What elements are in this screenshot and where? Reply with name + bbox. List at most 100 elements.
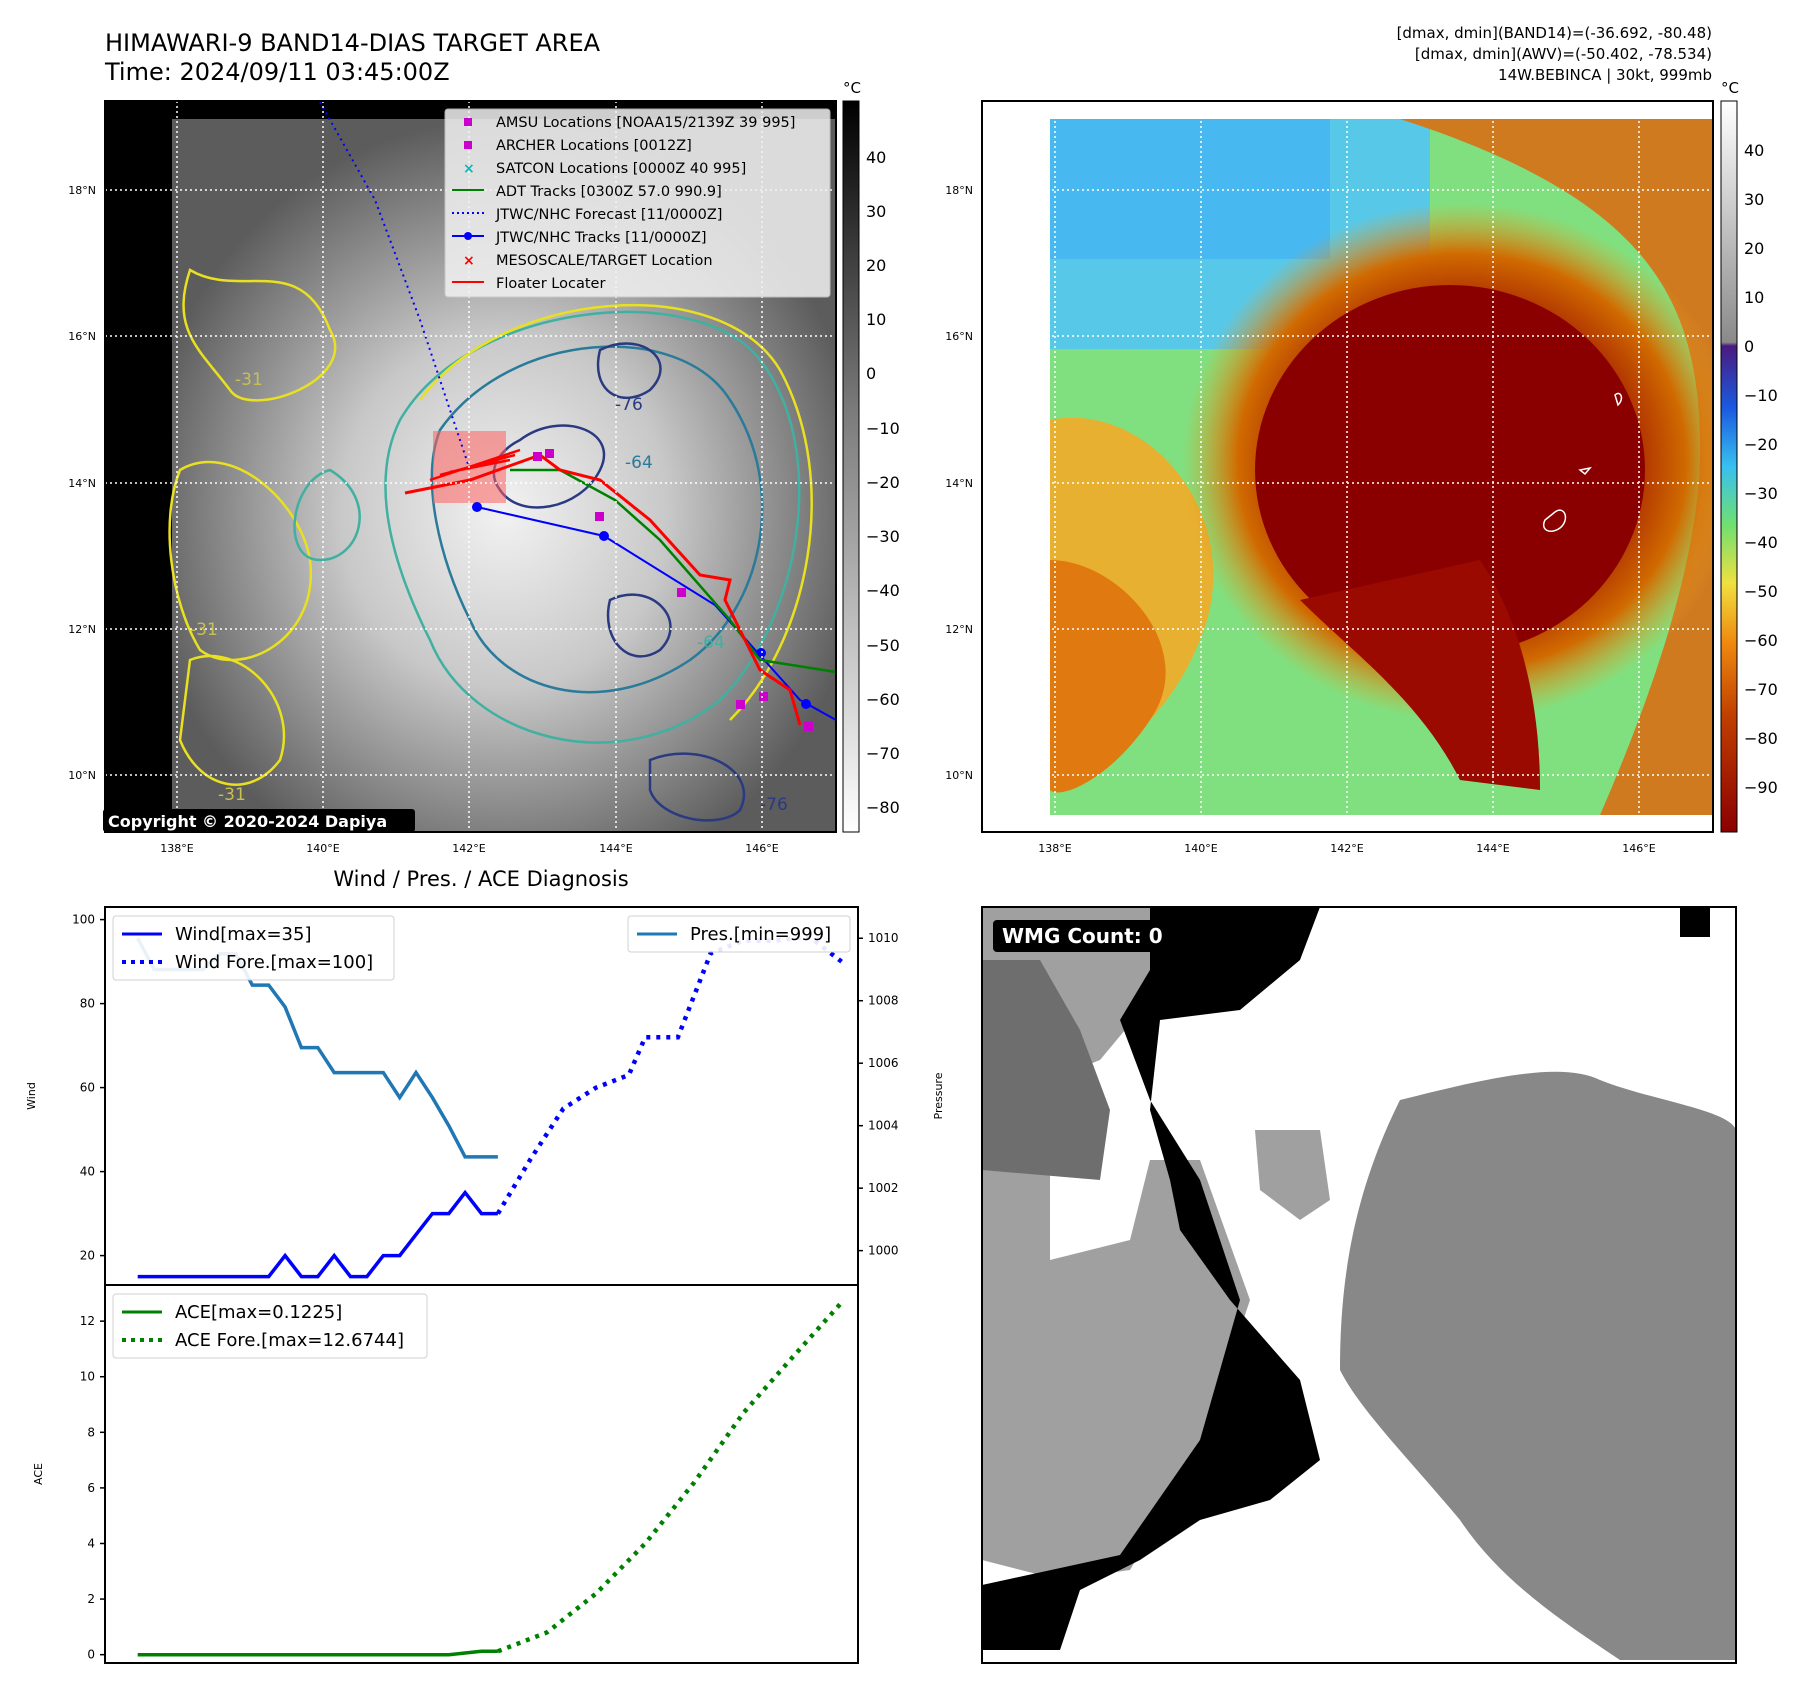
cbar-tick: 10 xyxy=(1744,288,1764,307)
series-line xyxy=(137,1649,498,1657)
lat-label: 10°N xyxy=(68,769,96,782)
cbar-tick: −80 xyxy=(866,798,900,817)
lat-label: 16°N xyxy=(945,330,973,343)
svg-text:×: × xyxy=(463,161,475,177)
series-line xyxy=(497,1300,844,1654)
contour-label: -31 xyxy=(235,370,263,390)
y-tick-label: 2 xyxy=(87,1592,95,1606)
cbar-tick: 30 xyxy=(1744,190,1764,209)
y-tick-label: 40 xyxy=(80,1165,95,1179)
lon-label: 144°E xyxy=(1476,842,1509,855)
cbar-tick: −80 xyxy=(1744,729,1778,748)
cbar-tick: −50 xyxy=(866,636,900,655)
y-right-tick-label: 1000 xyxy=(868,1244,899,1258)
y-tick-label: 10 xyxy=(80,1370,95,1384)
contour-label: -31 xyxy=(190,620,218,640)
cbar-tick: −90 xyxy=(1744,778,1778,797)
y-right-tick-label: 1008 xyxy=(868,994,899,1008)
y-tick-label: 8 xyxy=(87,1425,95,1439)
cbar-tick: −40 xyxy=(1744,533,1778,552)
legend-archer: ARCHER Locations [0012Z] xyxy=(496,138,692,154)
y-tick-label: 0 xyxy=(87,1648,95,1662)
y-tick-label: 20 xyxy=(80,1249,95,1263)
contour-label: -76 xyxy=(760,795,788,815)
awv-colorbar-unit: °C xyxy=(1721,79,1739,97)
series-line xyxy=(137,1189,498,1279)
cbar-tick: −10 xyxy=(1744,386,1778,405)
lon-label: 142°E xyxy=(1330,842,1363,855)
cbar-tick: −60 xyxy=(1744,631,1778,650)
lon-label: 140°E xyxy=(1184,842,1217,855)
lon-label: 146°E xyxy=(1622,842,1655,855)
ir-colorbar-ticks: 40 30 20 10 0 −10 −20 −30 −40 −50 −60 −7… xyxy=(866,148,900,817)
lon-label: 138°E xyxy=(160,842,193,855)
y-right-tick-label: 1004 xyxy=(868,1119,899,1133)
contour-label: -64 xyxy=(625,453,653,473)
cbar-tick: −70 xyxy=(1744,680,1778,699)
contour-label: -64 xyxy=(697,633,725,653)
wind-ylabel: Wind xyxy=(25,1082,38,1110)
cbar-tick: −30 xyxy=(866,527,900,546)
legend-adt: ADT Tracks [0300Z 57.0 990.9] xyxy=(496,184,722,200)
legend-jtwc-tracks: JTWC/NHC Tracks [11/0000Z] xyxy=(495,230,707,246)
legend-satcon: SATCON Locations [0000Z 40 995] xyxy=(496,161,746,177)
y-tick-label: 60 xyxy=(80,1081,95,1095)
lat-label: 10°N xyxy=(945,769,973,782)
y-right-tick-label: 1006 xyxy=(868,1056,899,1070)
wmg-panel xyxy=(982,907,1736,1663)
lon-label: 146°E xyxy=(745,842,778,855)
lon-label: 142°E xyxy=(452,842,485,855)
lat-label: 14°N xyxy=(945,477,973,490)
legend-ace-fore: ACE Fore.[max=12.6744] xyxy=(175,1330,404,1351)
cbar-tick: −30 xyxy=(1744,484,1778,503)
cbar-tick: −10 xyxy=(866,419,900,438)
cbar-tick: 30 xyxy=(866,202,886,221)
cbar-tick: 10 xyxy=(866,310,886,329)
figure-title: HIMAWARI-9 BAND14-DIAS TARGET AREA xyxy=(105,29,601,57)
legend-wind: Wind[max=35] xyxy=(175,924,312,945)
cbar-tick: −60 xyxy=(866,690,900,709)
lon-label: 138°E xyxy=(1038,842,1071,855)
info-storm: 14W.BEBINCA | 30kt, 999mb xyxy=(1498,66,1712,84)
cbar-tick: 40 xyxy=(1744,141,1764,160)
cbar-tick: −20 xyxy=(866,473,900,492)
cbar-tick: −40 xyxy=(866,581,900,600)
ace-legend: ACE[max=0.1225] ACE Fore.[max=12.6744] xyxy=(112,1293,428,1359)
svg-text:×: × xyxy=(463,253,475,269)
awv-map-frame xyxy=(981,100,1714,833)
lat-label: 18°N xyxy=(68,184,96,197)
contour-label: -31 xyxy=(218,785,246,805)
y-tick-label: 4 xyxy=(87,1536,95,1550)
figure-time: Time: 2024/09/11 03:45:00Z xyxy=(104,58,450,86)
cbar-tick: −70 xyxy=(866,744,900,763)
legend-amsu: AMSU Locations [NOAA15/2139Z 39 995] xyxy=(496,115,795,131)
diag-title: Wind / Pres. / ACE Diagnosis xyxy=(333,867,628,891)
ace-ylabel: ACE xyxy=(32,1463,45,1485)
y-right-tick-label: 1002 xyxy=(868,1181,899,1195)
map-legend: AMSU Locations [NOAA15/2139Z 39 995] ARC… xyxy=(444,108,831,298)
info-band14: [dmax, dmin](BAND14)=(-36.692, -80.48) xyxy=(1397,24,1712,42)
cbar-tick: −50 xyxy=(1744,582,1778,601)
left-lon-labels: 138°E 140°E 142°E 144°E 146°E xyxy=(160,842,778,855)
awv-colorbar-ticks: 40 30 20 10 0 −10 −20 −30 −40 −50 −60 −7… xyxy=(1744,141,1778,797)
y-tick-label: 100 xyxy=(72,913,95,927)
legend-target: MESOSCALE/TARGET Location xyxy=(496,253,713,269)
lon-label: 144°E xyxy=(599,842,632,855)
lat-label: 12°N xyxy=(945,623,973,636)
right-lat-labels: 18°N 16°N 14°N 12°N 10°N xyxy=(945,184,973,782)
info-awv: [dmax, dmin](AWV)=(-50.402, -78.534) xyxy=(1415,45,1712,63)
legend-pres: Pres.[min=999] xyxy=(690,924,831,945)
y-tick-label: 6 xyxy=(87,1481,95,1495)
awv-map xyxy=(982,101,1713,832)
wmg-frame xyxy=(981,906,1737,1664)
ir-map-frame xyxy=(104,100,837,833)
lat-label: 16°N xyxy=(68,330,96,343)
right-lon-labels: 138°E 140°E 142°E 144°E 146°E xyxy=(1038,842,1655,855)
cbar-tick: 0 xyxy=(1744,337,1754,356)
wmg-count: WMG Count: 0 xyxy=(1002,924,1163,948)
y-right-tick-label: 1010 xyxy=(868,931,899,945)
copyright: Copyright © 2020-2024 Dapiya xyxy=(108,812,387,831)
y-tick-label: 80 xyxy=(80,997,95,1011)
ir-colorbar-unit: °C xyxy=(843,79,861,97)
